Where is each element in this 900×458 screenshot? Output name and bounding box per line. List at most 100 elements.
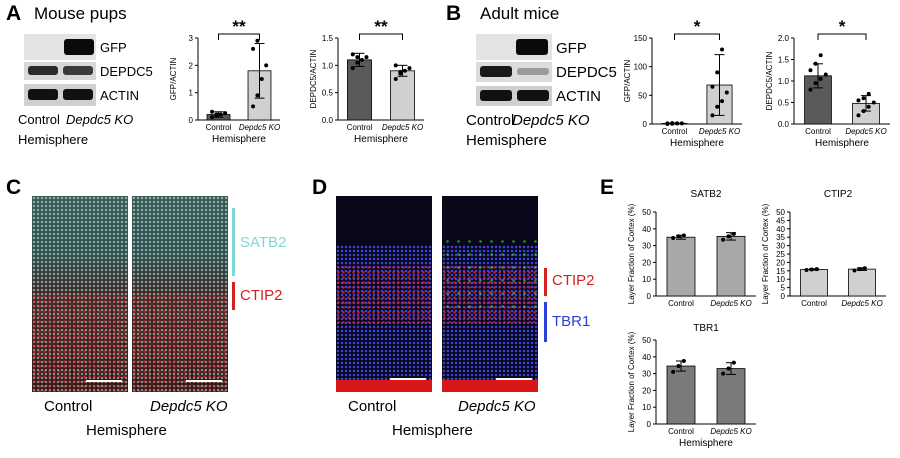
panel-letter-a: A bbox=[6, 2, 22, 25]
data-point bbox=[259, 77, 264, 81]
bar bbox=[666, 365, 696, 425]
significance-marker: * bbox=[839, 17, 846, 36]
data-point bbox=[818, 53, 823, 58]
y-tick-label: 1 bbox=[189, 89, 194, 98]
marker-label-tbr1: TBR1 bbox=[552, 313, 591, 330]
y-axis-label: DEPDC5/ACTIN bbox=[765, 51, 774, 110]
data-point bbox=[676, 364, 681, 369]
y-tick-label: 35 bbox=[776, 233, 785, 242]
chart-b-gfp: 0 50 100 150 GFP/ACTIN Control Depdc5 KO Hemisp… bbox=[623, 17, 742, 149]
y-tick-label: 40 bbox=[776, 225, 785, 234]
y-tick-label: 0.0 bbox=[778, 120, 790, 129]
data-point bbox=[364, 55, 369, 60]
hemisphere-label: Hemisphere bbox=[18, 132, 89, 147]
data-point bbox=[676, 234, 681, 239]
x-tick-label: Control bbox=[347, 123, 373, 132]
data-point bbox=[809, 267, 814, 272]
data-point bbox=[393, 63, 398, 68]
scale-bar bbox=[390, 378, 426, 380]
significance-bracket bbox=[674, 33, 720, 40]
y-tick-label: 150 bbox=[634, 34, 648, 43]
marker-label-ctip2: CTIP2 bbox=[552, 272, 595, 289]
band bbox=[517, 90, 549, 101]
blot-label-gfp: GFP bbox=[556, 40, 587, 57]
x-tick-label: Depdc5 KO bbox=[699, 127, 740, 136]
y-tick-label: 30 bbox=[642, 370, 651, 379]
hemisphere-label: Hemisphere bbox=[466, 132, 547, 149]
blot-row-gfp bbox=[24, 34, 96, 60]
x-tick-label: Depdc5 KO bbox=[845, 127, 886, 136]
lane-label-ko: Depdc5 KO bbox=[66, 112, 134, 127]
hemisphere-label: Hemisphere bbox=[86, 422, 167, 439]
band bbox=[63, 66, 93, 75]
x-tick-label: Depdc5 KO bbox=[239, 123, 280, 132]
data-point bbox=[359, 57, 364, 62]
bar bbox=[716, 368, 746, 425]
marker-bar-satb2 bbox=[232, 208, 235, 276]
x-tick-label: Control bbox=[668, 427, 694, 436]
marker-bar-ctip2 bbox=[544, 268, 547, 296]
blot-label-depdc5: DEPDC5 bbox=[100, 64, 153, 79]
panel-letter-d: D bbox=[312, 176, 328, 199]
y-tick-label: 1.0 bbox=[322, 61, 334, 70]
y-tick-label: 50 bbox=[638, 91, 647, 100]
condition-label-ko: Depdc5 KO bbox=[458, 398, 536, 415]
band bbox=[63, 89, 93, 100]
data-point bbox=[214, 112, 219, 117]
data-point bbox=[866, 104, 871, 109]
micrograph-d-ko bbox=[442, 196, 538, 392]
x-tick-label: Control bbox=[206, 123, 232, 132]
y-tick-label: 0 bbox=[647, 420, 652, 429]
bar bbox=[666, 236, 696, 297]
data-point bbox=[715, 104, 720, 109]
data-point bbox=[861, 96, 866, 101]
data-point bbox=[255, 38, 260, 43]
chart-e-satb2: 0 10 20 30 40 50 Layer Fraction of Cortex (%) S… bbox=[627, 189, 756, 308]
data-point bbox=[715, 70, 720, 75]
data-point bbox=[720, 47, 725, 52]
panel-a-title: Mouse pups bbox=[34, 4, 127, 23]
data-point bbox=[808, 68, 813, 73]
y-axis-label: Layer Fraction of Cortex (%) bbox=[761, 203, 770, 304]
significance-marker: * bbox=[694, 17, 701, 36]
blot-row-actin bbox=[476, 86, 552, 106]
data-point bbox=[264, 63, 269, 68]
blot-label-actin: ACTIN bbox=[556, 88, 601, 105]
y-tick-label: 0 bbox=[643, 120, 648, 129]
y-tick-label: 0.0 bbox=[322, 116, 334, 125]
y-axis-label: Layer Fraction of Cortex (%) bbox=[627, 203, 636, 304]
x-tick-label: Depdc5 KO bbox=[710, 299, 751, 308]
data-point bbox=[407, 66, 412, 71]
data-point bbox=[731, 360, 736, 365]
marker-bar-ctip2 bbox=[232, 282, 235, 310]
significance-bracket bbox=[817, 33, 867, 40]
significance-bracket bbox=[218, 33, 260, 40]
data-point bbox=[862, 266, 867, 271]
band bbox=[516, 39, 548, 55]
data-point bbox=[402, 68, 407, 73]
x-tick-label: Depdc5 KO bbox=[710, 427, 751, 436]
x-tick-label: Control bbox=[668, 299, 694, 308]
y-tick-label: 1.5 bbox=[778, 56, 790, 65]
y-tick-label: 100 bbox=[634, 63, 648, 72]
y-axis-label: DEPDC5/ACTIN bbox=[309, 49, 318, 108]
condition-label-ko: Depdc5 KO bbox=[150, 398, 228, 415]
y-tick-label: 0 bbox=[189, 116, 194, 125]
data-point bbox=[218, 112, 223, 117]
y-axis-label: Layer Fraction of Cortex (%) bbox=[627, 331, 636, 432]
band bbox=[517, 68, 549, 75]
y-tick-label: 0 bbox=[647, 292, 652, 301]
chart-title: SATB2 bbox=[691, 189, 722, 200]
y-tick-label: 2.0 bbox=[778, 34, 790, 43]
data-point bbox=[671, 369, 676, 374]
y-tick-label: 10 bbox=[642, 403, 651, 412]
y-tick-label: 15 bbox=[776, 267, 785, 276]
data-point bbox=[398, 69, 403, 74]
chart-b-depdc5: 0.0 0.5 1.0 1.5 2.0 DEPDC5/ACTIN Control Depdc5… bbox=[765, 17, 890, 149]
data-point bbox=[251, 46, 256, 51]
y-tick-label: 40 bbox=[642, 353, 651, 362]
chart-title: TBR1 bbox=[693, 323, 719, 334]
data-point bbox=[710, 84, 715, 89]
band bbox=[28, 66, 58, 75]
x-axis-label: Hemisphere bbox=[212, 134, 266, 145]
